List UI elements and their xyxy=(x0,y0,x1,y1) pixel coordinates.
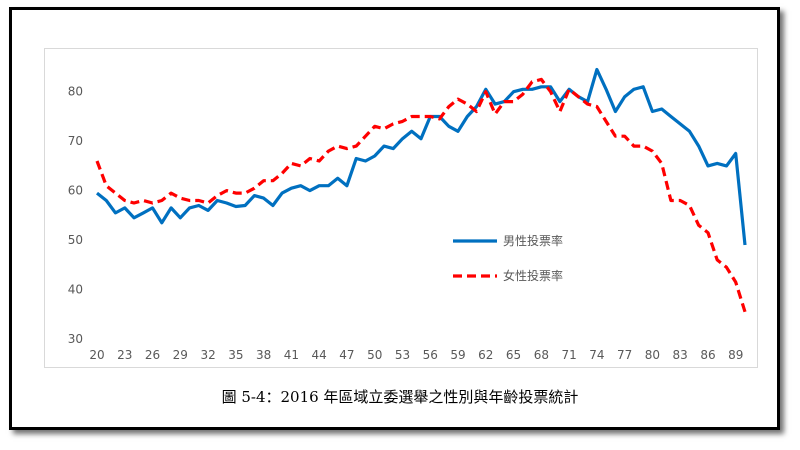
x-tick-label: 83 xyxy=(673,348,688,362)
x-tick-label: 20 xyxy=(89,348,104,362)
y-tick-label: 80 xyxy=(68,85,83,99)
x-tick-label: 62 xyxy=(478,348,493,362)
x-tick-label: 32 xyxy=(200,348,215,362)
x-tick-label: 35 xyxy=(228,348,243,362)
y-tick-label: 30 xyxy=(68,332,83,346)
x-tick-label: 68 xyxy=(534,348,549,362)
x-tick-label: 71 xyxy=(561,348,576,362)
x-tick-label: 56 xyxy=(423,348,438,362)
series-line-2 xyxy=(95,77,747,313)
legend-label-2: 女性投票率 xyxy=(503,268,563,283)
y-tick-label: 40 xyxy=(68,283,83,297)
x-tick-label: 86 xyxy=(700,348,715,362)
y-tick-label: 70 xyxy=(68,134,83,148)
y-tick-label: 60 xyxy=(68,184,83,198)
x-tick-label: 44 xyxy=(312,348,327,362)
x-tick-label: 41 xyxy=(284,348,299,362)
x-tick-label: 38 xyxy=(256,348,271,362)
x-tick-label: 65 xyxy=(506,348,521,362)
legend-label-1: 男性投票率 xyxy=(503,233,563,248)
x-tick-label: 50 xyxy=(367,348,382,362)
line-chart: 30 40 50 60 70 80 20 23 26 29 32 35 38 41 44 47 50 53 56 59… xyxy=(68,67,747,362)
x-tick-label: 80 xyxy=(645,348,660,362)
x-tick-label: 23 xyxy=(117,348,132,362)
x-tick-label: 47 xyxy=(339,348,354,362)
x-tick-label: 89 xyxy=(728,348,743,362)
x-tick-label: 29 xyxy=(173,348,188,362)
x-tick-label: 74 xyxy=(589,348,604,362)
y-tick-label: 50 xyxy=(68,233,83,247)
chart-panel: 30 40 50 60 70 80 20 23 26 29 32 35 38 41 44 47 50 53 56 59… xyxy=(44,48,758,368)
series-line-1 xyxy=(96,67,747,246)
x-tick-label: 77 xyxy=(617,348,632,362)
x-tick-label: 53 xyxy=(395,348,410,362)
x-tick-label: 26 xyxy=(145,348,160,362)
x-tick-label: 59 xyxy=(450,348,465,362)
figure-frame: 30 40 50 60 70 80 20 23 26 29 32 35 38 41 44 47 50 53 56 59… xyxy=(9,7,780,430)
figure-caption: 圖 5-4：2016 年區域立委選舉之性別與年齡投票統計 xyxy=(221,388,579,406)
